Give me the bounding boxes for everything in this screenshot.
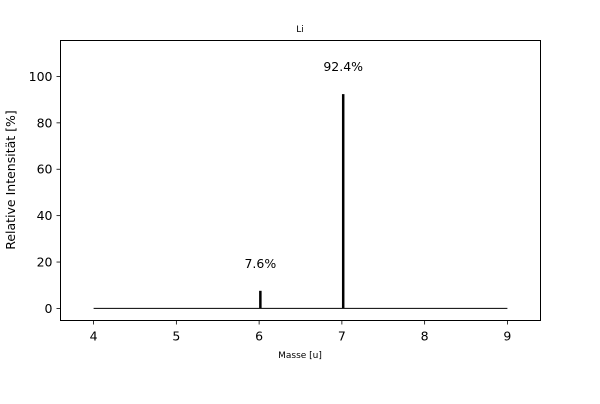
chart-title: Li	[296, 25, 304, 35]
x-tick-label: 6	[255, 329, 263, 344]
x-tick-label: 9	[503, 329, 511, 344]
y-axis-label: Relative Intensität [%]	[3, 110, 18, 250]
y-tick-label: 80	[37, 115, 53, 130]
axes-frame	[60, 40, 541, 321]
y-tick-label: 100	[29, 69, 53, 84]
x-tick-label: 5	[172, 329, 180, 344]
x-tick-label: 7	[338, 329, 346, 344]
y-tick-label: 0	[45, 301, 53, 316]
x-tick-label: 8	[421, 329, 429, 344]
data-label: 92.4%	[323, 59, 363, 74]
data-label: 7.6%	[244, 256, 276, 271]
plot-area: 4 5 6 7 8 9 0 20 40 60 80 100 7.6% 92.4%	[29, 59, 512, 343]
y-tick-label: 20	[37, 255, 53, 270]
x-axis-label: Masse [u]	[278, 351, 322, 361]
y-tick-label: 60	[37, 162, 53, 177]
x-tick-label: 4	[90, 329, 98, 344]
y-tick-label: 40	[37, 208, 53, 223]
